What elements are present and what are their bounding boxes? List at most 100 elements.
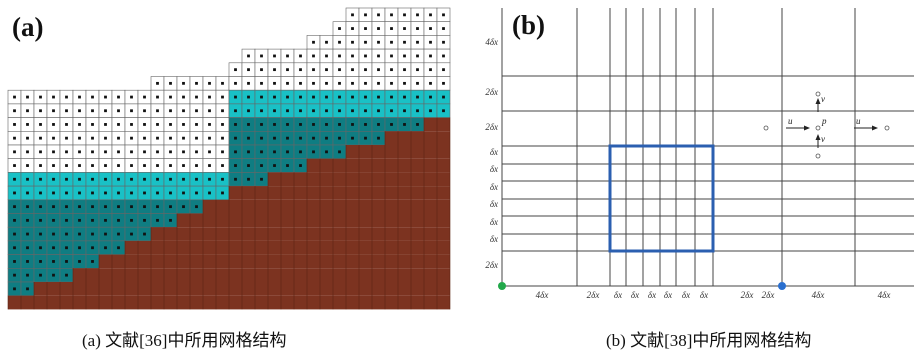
mesh-cell [424, 268, 437, 282]
mesh-cell [437, 117, 450, 132]
cell-node [169, 109, 172, 113]
mesh-cell [320, 227, 333, 241]
cell-node [143, 136, 146, 140]
cell-node [312, 150, 315, 154]
cell-node [429, 81, 432, 85]
mesh-cell [255, 213, 268, 228]
mesh-cell [229, 199, 242, 214]
u-right-arrowhead [872, 125, 878, 131]
cell-node [312, 54, 315, 58]
cell-node [156, 205, 159, 209]
mesh-cell [216, 240, 229, 255]
cell-node [156, 81, 159, 85]
cell-node [195, 123, 198, 126]
cell-node [26, 218, 29, 222]
panel-a-label: (a) [12, 12, 44, 42]
mesh-cell [216, 282, 229, 296]
mesh-cell [398, 295, 411, 310]
cell-node [377, 136, 380, 140]
cell-node [26, 232, 29, 236]
cell-node [325, 40, 328, 44]
mesh-cell [398, 145, 411, 159]
mesh-cell [385, 131, 398, 145]
mesh-cell [359, 295, 372, 310]
cell-node [117, 150, 120, 154]
mesh-cell [320, 254, 333, 269]
mesh-cell [437, 158, 450, 173]
mesh-cell [398, 227, 411, 241]
cell-node [377, 109, 380, 113]
cell-node [403, 68, 406, 72]
mesh-cell [424, 282, 437, 296]
cell-node [195, 109, 198, 113]
cell-node [91, 164, 94, 167]
y-label: δx [490, 199, 498, 209]
cell-node [26, 95, 29, 99]
cell-node [273, 54, 276, 58]
mesh-cell [411, 186, 424, 200]
mesh-cell [307, 282, 320, 296]
cell-node [26, 205, 29, 209]
cell-node [364, 68, 367, 72]
cell-node [78, 260, 81, 263]
v-top-arrowhead [815, 98, 821, 104]
caption-b: (b) 文献[38]中所用网格结构 [606, 331, 812, 350]
cell-node [247, 123, 250, 126]
mesh-cell [47, 282, 60, 296]
mesh-cell [255, 227, 268, 241]
cell-node [52, 123, 55, 126]
mesh-cell [112, 268, 125, 282]
x-label: δx [682, 290, 690, 300]
mesh-cell [385, 254, 398, 269]
cell-node [429, 40, 432, 44]
cell-node [403, 109, 406, 113]
mesh-cell [21, 295, 34, 310]
cell-node [117, 109, 120, 113]
cell-node [442, 95, 445, 99]
mesh-cell [34, 295, 47, 310]
cell-node [390, 68, 393, 72]
cell-node [52, 205, 55, 209]
cell-node [338, 150, 341, 154]
cell-node [390, 81, 393, 85]
mesh-cell [268, 268, 281, 282]
cell-node [91, 205, 94, 209]
mesh-cell [346, 295, 359, 310]
mesh-cell [346, 268, 359, 282]
cell-node [156, 150, 159, 154]
mesh-cell [320, 295, 333, 310]
mesh-cell [294, 213, 307, 228]
mesh-cell [320, 213, 333, 228]
mesh-cell [333, 172, 346, 187]
cell-node [195, 191, 198, 195]
cell-node [403, 40, 406, 44]
cell-node [416, 54, 419, 58]
cell-node [169, 218, 172, 222]
mesh-cell [229, 186, 242, 200]
cell-node [91, 123, 94, 126]
cell-node [351, 40, 354, 44]
cell-node [117, 246, 120, 250]
cell-node [117, 136, 120, 140]
cell-node [169, 177, 172, 181]
mesh-cell [398, 172, 411, 187]
cell-node [143, 150, 146, 154]
highlight-box [608, 144, 715, 253]
cell-node [156, 164, 159, 167]
mesh-cell [346, 254, 359, 269]
cell-node [117, 218, 120, 222]
cell-node [65, 273, 68, 277]
cell-node [390, 95, 393, 99]
cell-node [221, 177, 224, 181]
cell-node [156, 136, 159, 140]
cell-node [78, 205, 81, 209]
mesh-cell [281, 254, 294, 269]
cell-node [351, 136, 354, 140]
mesh-cell [73, 295, 86, 310]
mesh-cell [385, 227, 398, 241]
mesh-cell [229, 254, 242, 269]
cell-node [78, 232, 81, 236]
mesh-cell [268, 254, 281, 269]
mesh-cell [268, 227, 281, 241]
cell-node [13, 136, 16, 140]
